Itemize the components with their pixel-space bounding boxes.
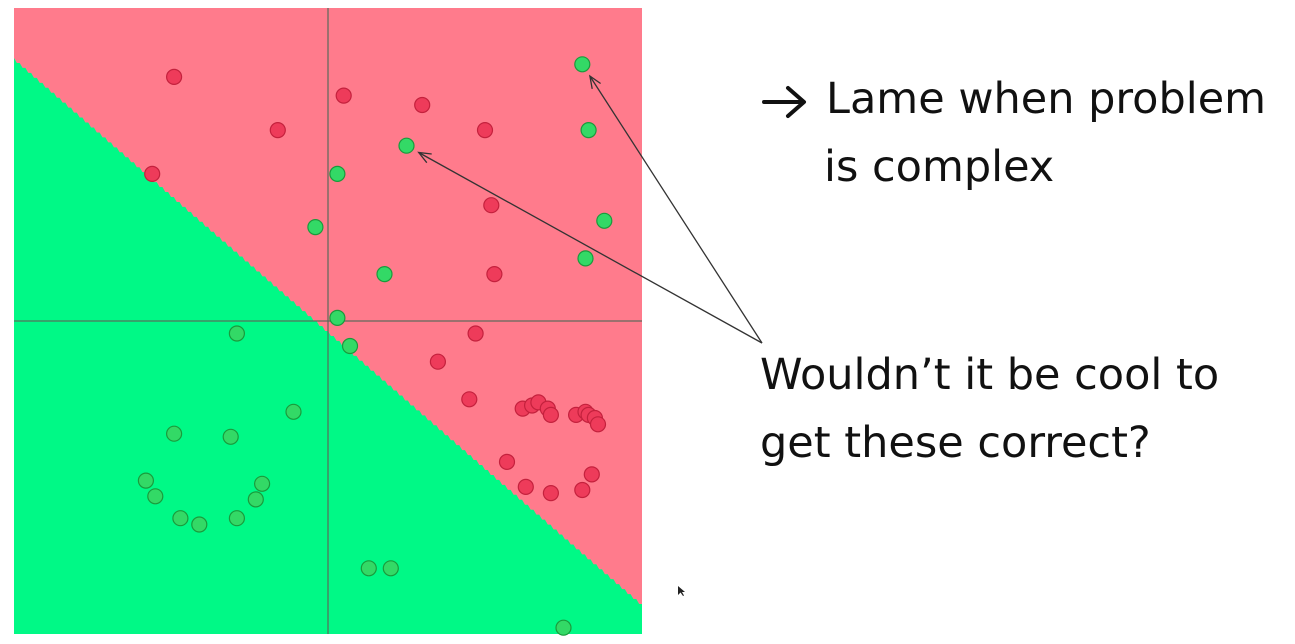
right-arrow-icon: [762, 86, 806, 118]
red-data-point: [542, 406, 560, 423]
green-data-point: [307, 219, 324, 236]
green-data-point: [137, 472, 154, 489]
red-data-point: [166, 68, 183, 86]
red-data-point: [467, 325, 484, 342]
green-data-point: [228, 510, 245, 527]
red-data-point: [583, 466, 600, 483]
arrow-to-point-a-head: [417, 151, 432, 164]
red-data-point: [498, 453, 516, 470]
green-data-point: [329, 309, 346, 326]
green-data-point: [574, 56, 591, 73]
green-data-point: [580, 122, 597, 139]
red-data-point: [517, 478, 534, 495]
green-data-point: [555, 619, 572, 636]
arrow-to-point-b-head: [588, 74, 601, 90]
red-data-point: [589, 416, 607, 433]
green-data-point: [147, 488, 164, 505]
data-points: [137, 56, 613, 636]
green-data-point: [191, 516, 208, 533]
green-data-point: [398, 137, 415, 154]
annotation-arrows: [417, 74, 763, 344]
green-data-point: [247, 491, 264, 508]
mouse-cursor-icon: [678, 586, 685, 596]
green-data-point: [577, 250, 594, 267]
plot-axes: [14, 8, 642, 634]
red-data-point: [486, 266, 503, 283]
green-data-point: [329, 165, 346, 182]
arrow-to-point-b-line: [589, 75, 763, 344]
red-data-point: [414, 96, 431, 114]
green-data-point: [376, 266, 393, 283]
green-data-point: [341, 337, 359, 355]
green-data-point: [172, 510, 189, 527]
green-data-point: [596, 212, 613, 229]
red-data-point: [269, 122, 286, 139]
green-data-point: [360, 560, 377, 577]
red-data-point: [144, 165, 161, 182]
lame-text-line-2: is complex: [824, 142, 1055, 192]
red-data-point: [574, 481, 591, 499]
red-data-point: [542, 485, 560, 502]
green-data-point: [382, 560, 399, 577]
red-data-point: [335, 87, 352, 104]
green-data-point: [166, 425, 183, 442]
question-text-line-2: get these correct?: [760, 418, 1151, 468]
red-data-point: [429, 353, 446, 370]
arrow-to-point-a-line: [418, 151, 763, 344]
lame-text-line-1: Lame when problem: [826, 74, 1267, 124]
red-data-point: [483, 197, 500, 214]
question-text-line-1: Wouldn’t it be cool to: [760, 350, 1220, 400]
red-data-point: [476, 122, 494, 139]
green-data-point: [254, 475, 271, 492]
green-data-point: [285, 403, 302, 420]
green-data-point: [228, 325, 245, 342]
red-data-point: [461, 391, 478, 408]
green-data-point: [222, 428, 239, 445]
